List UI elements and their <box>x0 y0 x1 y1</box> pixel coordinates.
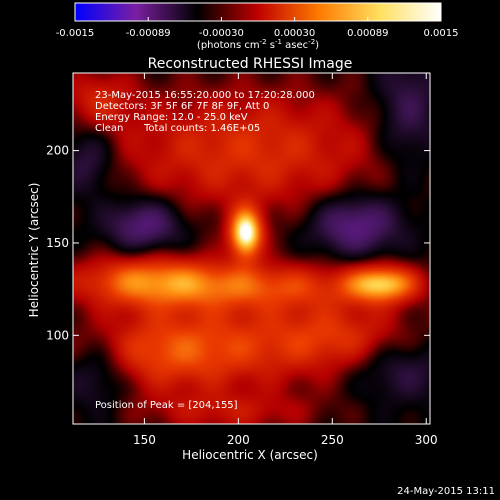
x-tick-label: 150 <box>133 433 156 447</box>
y-tick-label: 100 <box>46 328 69 342</box>
footer-timestamp: 24-May-2015 13:11 <box>397 486 495 497</box>
colorbar-tick-label: -0.00030 <box>199 28 244 39</box>
y-tick-label: 200 <box>46 144 69 158</box>
annotation-energy-range: Energy Range: 12.0 - 25.0 keV <box>95 112 248 123</box>
plot-frame <box>72 72 431 425</box>
y-axis-label: Heliocentric Y (arcsec) <box>27 183 41 318</box>
annotation-total-counts: Total counts: 1.46E+05 <box>143 123 260 134</box>
x-tick-label: 200 <box>227 433 250 447</box>
y-tick-label: 150 <box>46 236 69 250</box>
annotation-clean: Clean <box>95 123 123 134</box>
heatmap-image <box>73 73 430 424</box>
colorbar <box>74 2 442 22</box>
y-axis-ticks: 100 150 200 <box>46 144 430 342</box>
annotation-detectors: Detectors: 3F 5F 6F 7F 8F 9F, Att 0 <box>95 101 269 112</box>
colorbar-tick-label: 0.0015 <box>424 28 459 39</box>
colorbar-ticks: -0.0015 -0.00089 -0.00030 0.00030 0.00089 0.0… <box>56 17 459 39</box>
colorbar-tick-label: 0.00089 <box>347 28 388 39</box>
colorbar-tick-label: -0.0015 <box>56 28 95 39</box>
x-axis-ticks: 150 200 250 300 <box>133 73 438 447</box>
x-tick-label: 250 <box>321 433 344 447</box>
colorbar-tick-label: 0.00030 <box>274 28 315 39</box>
annotation-peak-position: Position of Peak = [204,155] <box>95 400 238 411</box>
x-axis-label: Heliocentric X (arcsec) <box>182 448 318 462</box>
colorbar-tick-label: -0.00089 <box>126 28 171 39</box>
colorbar-units-label: (photons cm-2 s-1 asec-2) <box>197 38 319 51</box>
x-tick-label: 300 <box>415 433 438 447</box>
chart-title: Reconstructed RHESSI Image <box>148 56 353 72</box>
annotation-time-range: 23-May-2015 16:55:20.000 to 17:20:28.000 <box>95 90 315 101</box>
